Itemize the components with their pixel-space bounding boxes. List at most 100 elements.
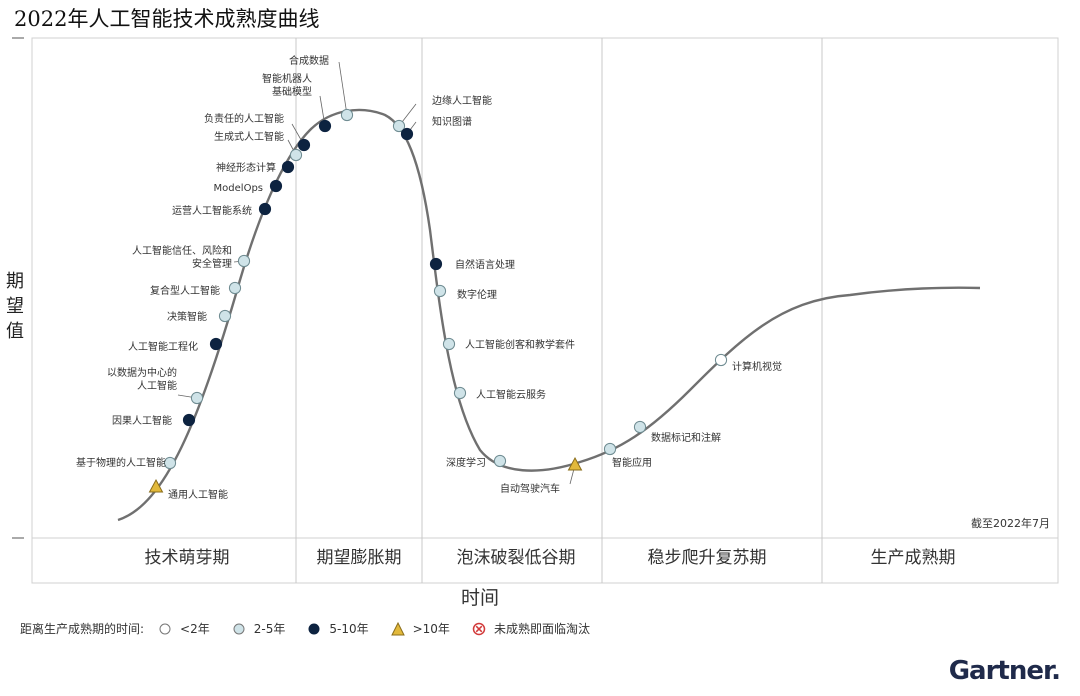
technology-label: 神经形态计算 bbox=[216, 161, 276, 174]
page-title: 2022年人工智能技术成熟度曲线 bbox=[14, 7, 320, 31]
legend-label: 2-5年 bbox=[253, 622, 286, 636]
technology-label: 基于物理的人工智能 bbox=[76, 456, 166, 469]
phase-label-innovation: 技术萌芽期 bbox=[145, 548, 230, 568]
hype-curve bbox=[117, 108, 981, 522]
circle-marker bbox=[633, 420, 647, 434]
circle-marker bbox=[400, 127, 414, 141]
phase-band bbox=[31, 537, 1059, 584]
technology-label: 合成数据 bbox=[289, 54, 329, 67]
technology-item: 人工智能云服务 bbox=[453, 386, 546, 401]
legend-item-5to10: 5-10年 bbox=[307, 620, 369, 637]
circle-marker bbox=[442, 337, 456, 351]
technology-label: 自动驾驶汽车 bbox=[500, 482, 560, 495]
technology-label: 人工智能信任、风险和 bbox=[132, 244, 232, 257]
circle-marker bbox=[163, 456, 177, 470]
technology-label: 知识图谱 bbox=[432, 115, 472, 128]
technology-label: 智能机器人 bbox=[262, 72, 312, 85]
circle-marker bbox=[228, 281, 242, 295]
triangle-marker bbox=[567, 456, 583, 471]
legend-label: 5-10年 bbox=[329, 622, 369, 636]
legend-label: <2年 bbox=[180, 622, 210, 636]
circle-marker bbox=[493, 454, 507, 468]
y-axis-label-char-3: 值 bbox=[6, 321, 24, 342]
legend-item-lt2: <2年 bbox=[158, 620, 210, 637]
technology-label: 基础模型 bbox=[272, 85, 312, 98]
y-axis-label-char-1: 期 bbox=[6, 271, 24, 292]
phase-label-slope: 稳步爬升复苏期 bbox=[648, 548, 767, 568]
technology-label: 智能应用 bbox=[612, 456, 652, 469]
technology-label: 决策智能 bbox=[167, 310, 207, 323]
technology-label: 复合型人工智能 bbox=[150, 284, 220, 297]
circle-marker bbox=[289, 148, 303, 162]
technology-label: 计算机视觉 bbox=[732, 360, 782, 373]
legend-item-2to5: 2-5年 bbox=[232, 620, 286, 637]
circle-marker bbox=[340, 108, 354, 122]
circle-marker bbox=[603, 442, 617, 456]
technology-label: 运营人工智能系统 bbox=[172, 204, 252, 217]
technology-item: 生成式人工智能 bbox=[214, 130, 303, 162]
circle-marker bbox=[453, 386, 467, 400]
technology-label: 人工智能工程化 bbox=[128, 340, 198, 353]
technology-label: 因果人工智能 bbox=[112, 414, 172, 427]
technology-item: 通用人工智能 bbox=[148, 478, 228, 501]
legend-item-gt10: >10年 bbox=[390, 620, 450, 637]
technology-label: 数据标记和注解 bbox=[651, 431, 721, 444]
technology-item: 基于物理的人工智能 bbox=[76, 456, 177, 470]
circle-marker bbox=[714, 353, 728, 367]
circle-marker bbox=[182, 413, 196, 427]
circle-marker bbox=[318, 119, 332, 133]
technology-label: 安全管理 bbox=[192, 257, 232, 270]
technology-label: 人工智能创客和教学套件 bbox=[465, 338, 575, 351]
technology-item: 知识图谱 bbox=[400, 115, 472, 141]
triangle-yellow-icon bbox=[390, 621, 405, 635]
circle-lightblue-icon bbox=[233, 623, 245, 634]
x-axis-label: 时间 bbox=[461, 587, 499, 609]
technology-item: 决策智能 bbox=[167, 309, 232, 323]
technology-item: 负责任的人工智能 bbox=[204, 112, 311, 152]
technology-label: 人工智能云服务 bbox=[476, 388, 546, 401]
technology-item: 自动驾驶汽车 bbox=[500, 456, 583, 495]
circle-marker bbox=[190, 391, 204, 405]
legend-title: 距离生产成熟期的时间: bbox=[20, 622, 145, 636]
circle-marker bbox=[218, 309, 232, 323]
legend: 距离生产成熟期的时间: <2年 2-5年 5-10年 >10年 未成熟即面临淘汰 bbox=[20, 620, 612, 637]
y-axis-label-char-2: 望 bbox=[6, 296, 24, 317]
technology-layer: 通用人工智能基于物理的人工智能因果人工智能以数据为中心的人工智能人工智能工程化决… bbox=[76, 54, 782, 501]
technology-item: 边缘人工智能 bbox=[392, 94, 492, 133]
circle-marker bbox=[297, 138, 311, 152]
gartner-logo: Gartner. bbox=[948, 656, 1061, 686]
circle-marker bbox=[429, 257, 443, 271]
circle-marker bbox=[269, 179, 283, 193]
leader-line bbox=[338, 61, 348, 116]
as-of-note: 截至2022年7月 bbox=[971, 516, 1050, 530]
circle-navy-icon bbox=[308, 623, 320, 634]
circle-marker bbox=[258, 202, 272, 216]
technology-label: 人工智能 bbox=[137, 379, 177, 392]
technology-label: 自然语言处理 bbox=[455, 258, 515, 271]
technology-label: 通用人工智能 bbox=[168, 488, 228, 501]
technology-item: 智能应用 bbox=[603, 442, 652, 469]
technology-item: 神经形态计算 bbox=[216, 160, 295, 174]
technology-item: 深度学习 bbox=[446, 454, 507, 469]
technology-label: 以数据为中心的 bbox=[107, 366, 177, 379]
technology-item: 运营人工智能系统 bbox=[172, 202, 272, 217]
technology-label: 数字伦理 bbox=[457, 288, 497, 301]
phase-label-peak: 期望膨胀期 bbox=[317, 548, 402, 568]
technology-item: 数字伦理 bbox=[433, 284, 497, 301]
technology-item: 因果人工智能 bbox=[112, 413, 196, 427]
circle-white-icon bbox=[159, 623, 171, 634]
legend-item-obsolete: 未成熟即面临淘汰 bbox=[472, 620, 590, 637]
technology-item: 人工智能创客和教学套件 bbox=[442, 337, 575, 351]
technology-label: 深度学习 bbox=[446, 456, 486, 469]
technology-label: 边缘人工智能 bbox=[432, 94, 492, 107]
technology-item: 数据标记和注解 bbox=[633, 420, 721, 444]
legend-label: 未成熟即面临淘汰 bbox=[493, 622, 590, 636]
technology-item: 合成数据 bbox=[289, 54, 354, 122]
technology-item: 计算机视觉 bbox=[714, 353, 782, 373]
triangle-marker bbox=[148, 478, 164, 493]
circle-x-red-icon bbox=[472, 622, 486, 635]
technology-item: ModelOps bbox=[214, 179, 283, 194]
phase-label-plateau: 生产成熟期 bbox=[871, 547, 956, 568]
